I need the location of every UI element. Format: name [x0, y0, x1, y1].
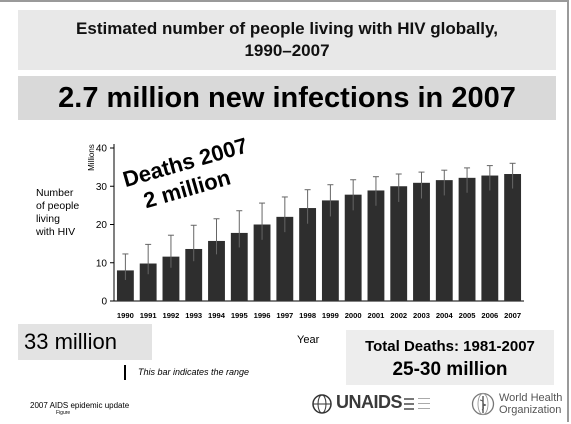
total-deaths-callout: Total Deaths: 1981-2007 25-30 million: [346, 330, 554, 385]
x-tick-label: 1994: [208, 311, 226, 320]
x-tick-label: 2000: [345, 311, 362, 320]
who-wordmark: World Health Organization: [499, 392, 562, 416]
bar: [481, 175, 499, 301]
x-tick-label: 2007: [504, 311, 521, 320]
unaids-logo: UNAIDS: [312, 392, 458, 418]
x-tick-label: 2001: [367, 311, 385, 320]
bar: [299, 208, 317, 301]
bar: [276, 216, 294, 301]
source-note: 2007 AIDS epidemic update Figure: [30, 401, 129, 416]
y-tick-label: 30: [96, 182, 108, 193]
bar: [230, 232, 248, 301]
y-side-label-line: with HIV: [36, 226, 76, 238]
bar: [435, 180, 453, 301]
who-emblem-icon: [471, 392, 495, 416]
x-tick-label: 2006: [481, 311, 498, 320]
x-tick-label: 1997: [276, 311, 293, 320]
x-tick-label: 1993: [185, 311, 202, 320]
living-total-callout: 33 million: [18, 324, 152, 360]
total-deaths-value: 25-30 million: [392, 359, 508, 380]
x-tick-label: 1991: [140, 311, 158, 320]
x-tick-label: 1990: [117, 311, 134, 320]
x-tick-label: 1998: [299, 311, 316, 320]
x-tick-label: 1995: [231, 311, 249, 320]
title-line-2: 1990–2007: [244, 41, 330, 60]
source-line-2: Figure: [56, 410, 71, 416]
bar: [162, 256, 180, 301]
title-line-1: Estimated number of people living with H…: [76, 19, 498, 38]
unaids-wordmark: UNAIDS: [336, 392, 403, 412]
unaids-globe-icon: [312, 394, 332, 414]
unaids-stripes-icon: [404, 398, 430, 410]
y-tick-label: 40: [96, 144, 108, 155]
x-tick-label: 1992: [162, 311, 179, 320]
who-line-1: World Health: [499, 392, 563, 404]
y-tick-label: 0: [101, 297, 107, 308]
y-side-label: Number of people living with HIV: [36, 187, 96, 239]
bar: [390, 186, 408, 301]
y-axis-unit-label: Millions: [87, 144, 96, 171]
bar: [458, 177, 476, 301]
x-tick-label: 2004: [436, 311, 454, 320]
chart-title: Estimated number of people living with H…: [18, 10, 556, 70]
y-side-label-line: of people: [36, 200, 80, 212]
x-tick-label: 1999: [322, 311, 339, 320]
y-tick-label: 10: [96, 258, 108, 269]
bar: [116, 270, 134, 301]
y-tick-label: 20: [96, 220, 108, 231]
x-tick-label: 2003: [413, 311, 430, 320]
x-tick-label: 2005: [459, 311, 477, 320]
range-legend-text: This bar indicates the range: [138, 367, 250, 377]
y-side-label-line: living: [36, 213, 60, 225]
living-total-value: 33 million: [24, 329, 117, 354]
x-axis-title: Year: [297, 334, 320, 346]
bar: [253, 224, 271, 301]
total-deaths-label: Total Deaths: 1981-2007: [365, 338, 535, 355]
y-side-label-line: Number: [36, 187, 74, 199]
source-line-1: 2007 AIDS epidemic update: [30, 401, 130, 410]
bar: [321, 200, 339, 301]
who-line-2: Organization: [499, 404, 562, 416]
who-logo: World Health Organization: [471, 390, 562, 420]
bar: [413, 182, 430, 301]
bar: [367, 190, 385, 301]
bar: [139, 263, 157, 301]
bar: [504, 174, 522, 301]
bar: [344, 194, 362, 301]
bar: [208, 240, 225, 301]
range-bar-icon: [124, 365, 126, 380]
x-tick-label: 2002: [390, 311, 407, 320]
headline-banner: 2.7 million new infections in 2007: [18, 76, 556, 120]
bar: [185, 248, 203, 301]
x-tick-label: 1996: [254, 311, 271, 320]
new-infections-headline: 2.7 million new infections in 2007: [58, 82, 516, 114]
